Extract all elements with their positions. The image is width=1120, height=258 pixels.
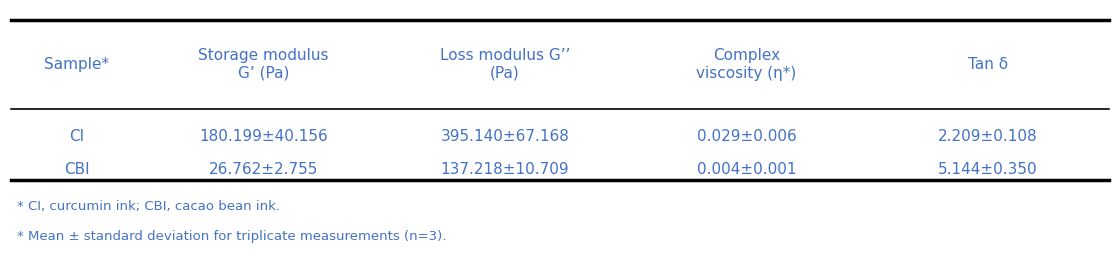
- Text: 180.199±40.156: 180.199±40.156: [199, 129, 328, 144]
- Text: * CI, curcumin ink; CBI, cacao bean ink.: * CI, curcumin ink; CBI, cacao bean ink.: [17, 200, 280, 213]
- Text: Tan δ: Tan δ: [968, 57, 1008, 72]
- Text: CI: CI: [69, 129, 85, 144]
- Text: Storage modulus
G’ (Pa): Storage modulus G’ (Pa): [198, 48, 329, 81]
- Text: 2.209±0.108: 2.209±0.108: [939, 129, 1038, 144]
- Text: 395.140±67.168: 395.140±67.168: [440, 129, 570, 144]
- Text: * Mean ± standard deviation for triplicate measurements (n=3).: * Mean ± standard deviation for triplica…: [17, 230, 446, 243]
- Text: 26.762±2.755: 26.762±2.755: [209, 162, 318, 177]
- Text: 0.004±0.001: 0.004±0.001: [697, 162, 796, 177]
- Text: 5.144±0.350: 5.144±0.350: [939, 162, 1038, 177]
- Text: CBI: CBI: [64, 162, 90, 177]
- Text: 0.029±0.006: 0.029±0.006: [697, 129, 796, 144]
- Text: Loss modulus G’’
(Pa): Loss modulus G’’ (Pa): [440, 48, 570, 81]
- Text: Complex
viscosity (η*): Complex viscosity (η*): [697, 48, 796, 81]
- Text: 137.218±10.709: 137.218±10.709: [441, 162, 569, 177]
- Text: Sample*: Sample*: [45, 57, 110, 72]
